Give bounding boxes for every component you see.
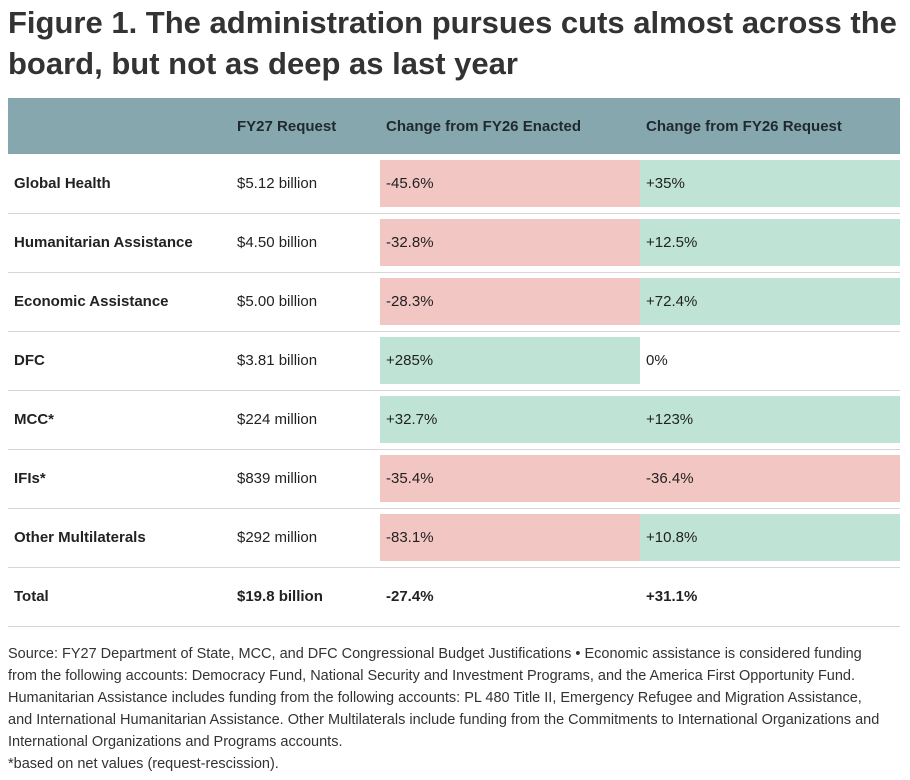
- row-change-enacted-cell: -83.1%: [380, 508, 640, 567]
- total-label-cell: Total: [8, 567, 231, 626]
- row-fy27-request: $4.50 billion: [237, 234, 318, 251]
- row-fy27-request: $5.12 billion: [237, 174, 318, 192]
- table-row: Humanitarian Assistance $4.50 billion -32.…: [8, 213, 900, 272]
- row-change-request-cell: +12.5%: [640, 213, 900, 272]
- chart-title: Figure 1. The administration pursues cut…: [8, 5, 897, 81]
- row-label: IFIs*: [14, 470, 46, 487]
- total-request: $19.8 billion: [237, 588, 323, 605]
- row-label: Global Health: [14, 174, 111, 192]
- row-label: Economic Assistance: [14, 293, 169, 310]
- row-change-request: +35%: [640, 159, 900, 207]
- table-row: IFIs* $839 million -35.4% -36.4%: [8, 449, 900, 508]
- row-change-request: +123%: [640, 396, 900, 443]
- row-change-enacted-cell: -35.4%: [380, 449, 640, 508]
- row-change-request: +72.4%: [640, 278, 900, 325]
- table-row: Other Multilaterals $292 million -83.1% +10…: [8, 508, 900, 567]
- source-note: Source: FY27 Department of State, MCC, a…: [8, 646, 880, 750]
- row-change-request-cell: +10.8%: [640, 508, 900, 567]
- row-change-enacted-cell: -28.3%: [380, 272, 640, 331]
- row-change-request: +10.8%: [640, 514, 900, 561]
- header-change-request: Change from FY26 Request: [646, 117, 842, 135]
- total-change-request-cell: +31.1%: [640, 567, 900, 626]
- total-label: Total: [14, 588, 49, 605]
- table-row: DFC $3.81 billion +285% 0%: [8, 331, 900, 390]
- header-fy27-request: FY27 Request: [237, 117, 337, 135]
- row-change-enacted: +285%: [380, 337, 640, 384]
- row-change-enacted-cell: -45.6%: [380, 154, 640, 213]
- row-fy27-request: $292 million: [237, 529, 318, 546]
- row-change-enacted: -32.8%: [380, 219, 640, 266]
- row-change-enacted-cell: +285%: [380, 331, 640, 390]
- row-change-enacted: -35.4%: [380, 455, 640, 502]
- total-row: Total $19.8 billion -27.4% +31.1%: [8, 567, 900, 626]
- row-fy27-request: $839 million: [237, 470, 318, 487]
- row-change-enacted: -28.3%: [380, 278, 640, 325]
- row-change-request: +12.5%: [640, 219, 900, 266]
- table-row: Economic Assistance $5.00 billion -28.3% +7…: [8, 272, 900, 331]
- row-change-enacted: -45.6%: [380, 159, 640, 207]
- header-change-enacted: Change from FY26 Enacted: [386, 117, 582, 135]
- row-fy27-request: $5.00 billion: [237, 293, 318, 310]
- row-change-enacted-cell: -32.8%: [380, 213, 640, 272]
- row-change-request-cell: +35%: [640, 154, 900, 213]
- row-change-request-cell: +72.4%: [640, 272, 900, 331]
- row-change-enacted: +32.7%: [380, 396, 640, 443]
- row-change-request: -36.4%: [640, 455, 900, 502]
- header-label: [8, 98, 231, 154]
- row-label: DFC: [14, 352, 45, 369]
- total-request-cell: $19.8 billion: [231, 567, 380, 626]
- row-label: Humanitarian Assistance: [14, 234, 193, 251]
- table-body: Global Health $5.12 billion -45.6% +35% Huma…: [8, 154, 900, 626]
- row-fy27-request: $224 million: [237, 411, 318, 428]
- row-change-request-cell: +123%: [640, 390, 900, 449]
- table-header-row: FY27 Request Change from FY26 Enacted Ch…: [8, 98, 900, 154]
- budget-table: FY27 Request Change from FY26 Enacted Ch…: [8, 98, 900, 627]
- total-change-enacted-cell: -27.4%: [380, 567, 640, 626]
- row-change-enacted-cell: +32.7%: [380, 390, 640, 449]
- row-change-request-cell: -36.4%: [640, 449, 900, 508]
- row-change-enacted: -83.1%: [380, 514, 640, 561]
- row-label: Other Multilaterals: [14, 529, 146, 546]
- table-row: MCC* $224 million +32.7% +123%: [8, 390, 900, 449]
- footnote: *based on net values (request-rescission…: [8, 756, 279, 772]
- row-label: MCC*: [14, 411, 54, 428]
- row-fy27-request: $3.81 billion: [237, 352, 318, 369]
- total-change-request: +31.1%: [646, 588, 698, 605]
- table-row: Global Health $5.12 billion -45.6% +35%: [8, 154, 900, 213]
- row-change-request-cell: 0%: [640, 331, 900, 390]
- total-change-enacted: -27.4%: [386, 588, 434, 605]
- row-change-request: 0%: [646, 352, 668, 369]
